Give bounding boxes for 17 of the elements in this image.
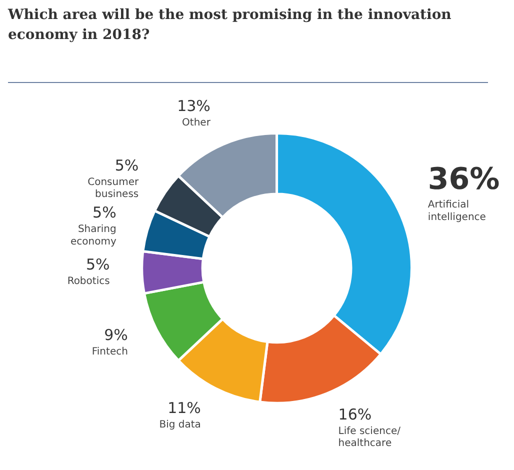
data-label: 5% (92, 204, 116, 222)
data-label: 36% (428, 162, 500, 198)
chart-title: Which area will be the most promising in the innovation economy in 2018? (8, 6, 452, 45)
slice-label: Artificial intelligence (428, 200, 486, 223)
data-label: 9% (104, 326, 128, 344)
slice-label: Robotics (67, 276, 110, 287)
slice-label: Sharing economy (70, 224, 116, 248)
data-label: 16% (338, 405, 372, 424)
slice-label: Consumer business (88, 176, 140, 200)
slice-label: Other (182, 118, 212, 129)
slice-label: Big data (159, 419, 201, 430)
slice-label: Fintech (92, 346, 128, 358)
data-label: 5% (86, 255, 110, 274)
data-label: 11% (168, 398, 201, 417)
data-label: 13% (177, 97, 210, 116)
slice-label: Life science/ healthcare (338, 426, 402, 449)
data-label: 5% (114, 156, 139, 174)
